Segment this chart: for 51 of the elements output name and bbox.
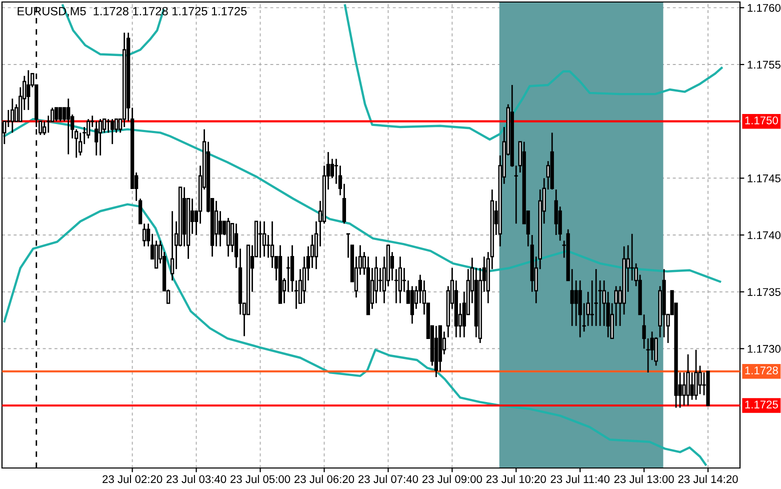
- candlestick: [630, 233, 634, 282]
- candlestick: [270, 220, 274, 269]
- y-tick-label: 1.1740: [748, 231, 780, 240]
- y-tick-label: 1.1730: [748, 344, 780, 353]
- ref-line-label: 1.1728: [745, 366, 778, 374]
- candlestick: [154, 240, 158, 269]
- candlestick: [98, 118, 102, 156]
- candlestick: [94, 120, 98, 156]
- ref-line-label: 1.1750: [745, 116, 778, 124]
- x-tick-label: 23 Jul 06:20: [294, 474, 354, 484]
- candlestick: [218, 210, 222, 248]
- candlestick: [26, 70, 30, 111]
- candlestick: [226, 217, 230, 258]
- x-tick-label: 23 Jul 13:00: [614, 474, 674, 484]
- candlestick: [66, 98, 70, 155]
- x-tick-label: 23 Jul 11:40: [550, 474, 610, 484]
- y-tick-label: 1.1735: [748, 288, 780, 296]
- y-tick-label: 1.1745: [748, 174, 780, 182]
- candlestick: [258, 220, 262, 258]
- y-tick-label: 1.1755: [748, 60, 780, 69]
- x-tick-label: 23 Jul 14:20: [678, 474, 738, 484]
- x-tick-label: 23 Jul 10:20: [486, 474, 546, 484]
- candlestick: [574, 280, 578, 327]
- candlestick: [110, 118, 114, 145]
- x-tick-label: 23 Jul 09:00: [422, 474, 482, 484]
- candlestick: [578, 280, 582, 338]
- x-tick-label: 23 Jul 07:40: [358, 474, 418, 484]
- candlestick: [398, 256, 402, 304]
- x-tick-label: 23 Jul 05:00: [230, 474, 290, 484]
- candlestick: [410, 285, 414, 324]
- candlestick: [262, 220, 266, 258]
- y-tick-label: 1.1760: [748, 4, 780, 12]
- candlestick: [266, 234, 270, 258]
- x-tick-label: 23 Jul 03:40: [166, 474, 226, 484]
- candlestick: [378, 267, 382, 293]
- candlestick: [106, 118, 110, 134]
- candlestick: [10, 98, 14, 134]
- candlestick: [698, 365, 702, 395]
- candlestick: [694, 349, 698, 400]
- x-tick-label: 23 Jul 02:20: [102, 474, 162, 484]
- candlestick: [170, 210, 174, 282]
- candlestick: [54, 107, 58, 122]
- candlestick: [594, 268, 598, 327]
- candlestick: [682, 372, 686, 406]
- candlestick: [214, 200, 218, 248]
- candlestick: [62, 107, 66, 122]
- candlestick: [286, 256, 290, 293]
- candlestick: [58, 107, 62, 122]
- candlestick: [686, 354, 690, 406]
- candlestick: [690, 372, 694, 400]
- ref-line-label: 1.1725: [745, 400, 778, 408]
